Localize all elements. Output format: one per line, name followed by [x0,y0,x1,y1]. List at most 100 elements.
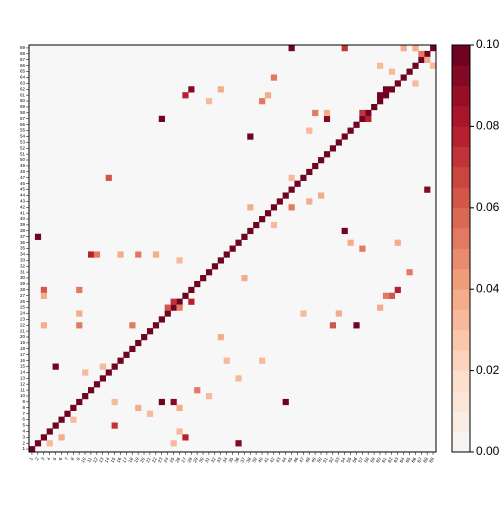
y-tick-label: 26 [20,299,26,304]
y-tick-label: 33 [20,257,26,262]
y-tick-label: 11 [20,387,25,392]
heat-cell [76,322,83,329]
heat-cell [270,74,278,81]
colorbar-level [452,309,470,331]
y-tick-label: 69 [20,45,26,50]
heat-cell [117,357,124,364]
heat-cell [359,245,366,252]
heat-cell [111,363,118,370]
y-tick-label: 3 [22,434,25,439]
x-tick-label: 63 [393,456,400,463]
heat-cell [306,127,313,134]
heat-cell [76,310,83,317]
heat-cell [105,369,112,376]
y-tick-label: 64 [20,75,26,80]
heat-cell [217,257,224,264]
heat-cell [117,251,124,258]
heat-cell [182,292,189,299]
x-tick-label: 23 [157,456,164,463]
heat-cell [406,269,413,276]
x-tick-label: 3 [40,456,46,461]
y-tick-label: 4 [22,429,25,434]
heat-cell [40,292,47,299]
y-tick-label: 27 [20,293,26,298]
heat-cell [34,440,42,447]
y-tick-label: 9 [22,399,25,404]
heat-cell [276,198,283,205]
x-tick-label: 69 [428,456,435,463]
x-tick-label: 65 [405,456,412,463]
y-tick-label: 58 [20,110,26,115]
x-tick-label: 32 [210,456,217,463]
x-tick-label: 34 [222,456,229,463]
y-tick-label: 36 [20,240,26,245]
x-tick-label: 37 [239,456,246,463]
heat-cell [217,86,224,93]
heat-cell [111,398,118,406]
heat-cell [229,245,236,252]
heat-cell [406,68,413,75]
heat-cell [158,115,165,122]
x-tick-label: 43 [275,456,282,463]
heat-cell [282,398,289,406]
heat-cell [418,56,425,63]
heat-cell [300,174,307,181]
y-tick-label: 56 [20,122,26,127]
x-tick-label: 60 [375,456,382,463]
heat-cell [105,174,112,181]
heat-cell [264,92,272,99]
heat-cell [323,109,331,117]
heat-cell [341,133,348,140]
heat-cell [176,298,183,305]
y-tick-label: 2 [22,440,25,445]
heat-cell [211,263,219,270]
x-tick-label: 14 [104,456,111,463]
heat-cell [176,304,183,311]
heat-cell [58,434,65,441]
heat-cell [412,45,419,52]
y-tick-label: 22 [20,322,26,327]
x-tick-label: 52 [328,456,335,463]
heat-cell [235,375,242,382]
y-tick-label: 66 [20,63,26,68]
y-tick-label: 38 [20,228,26,233]
x-tick-label: 26 [174,456,181,463]
heat-cell [347,239,354,246]
y-tick-label: 1 [22,446,25,451]
heat-cell [382,292,390,299]
heat-cell [176,428,183,435]
x-tick-label: 13 [98,456,105,463]
heat-cell [52,363,59,370]
y-tick-label: 24 [20,311,26,316]
heat-cell [377,92,384,99]
colorbar-level [452,329,470,351]
heat-cell [312,109,319,117]
y-tick-label: 57 [20,116,26,121]
colorbar-border [451,44,471,453]
x-tick-label: 30 [198,456,205,463]
x-tick-label: 31 [204,456,211,463]
y-tick-label: 55 [20,128,26,133]
colorbar-level [452,126,470,148]
heat-cell [146,328,154,335]
y-tick-label: 41 [20,210,26,215]
colorbar-level [452,207,470,229]
x-tick-label: 68 [422,456,429,463]
heat-cell [377,304,384,311]
x-tick-label: 40 [257,456,264,463]
heat-cell [365,115,372,122]
heat-cell [70,404,77,412]
heat-cell [170,398,177,406]
heat-cell [40,434,47,441]
heat-cell [329,322,337,329]
heat-cell [270,204,278,211]
x-tick-label: 50 [316,456,323,463]
heat-cell [353,121,360,128]
y-tick-label: 10 [20,393,26,398]
x-tick-label: 54 [340,456,347,463]
heat-cell [241,233,248,240]
heat-cell [170,304,177,311]
heat-cell [205,269,213,276]
y-tick-label: 53 [20,140,26,145]
